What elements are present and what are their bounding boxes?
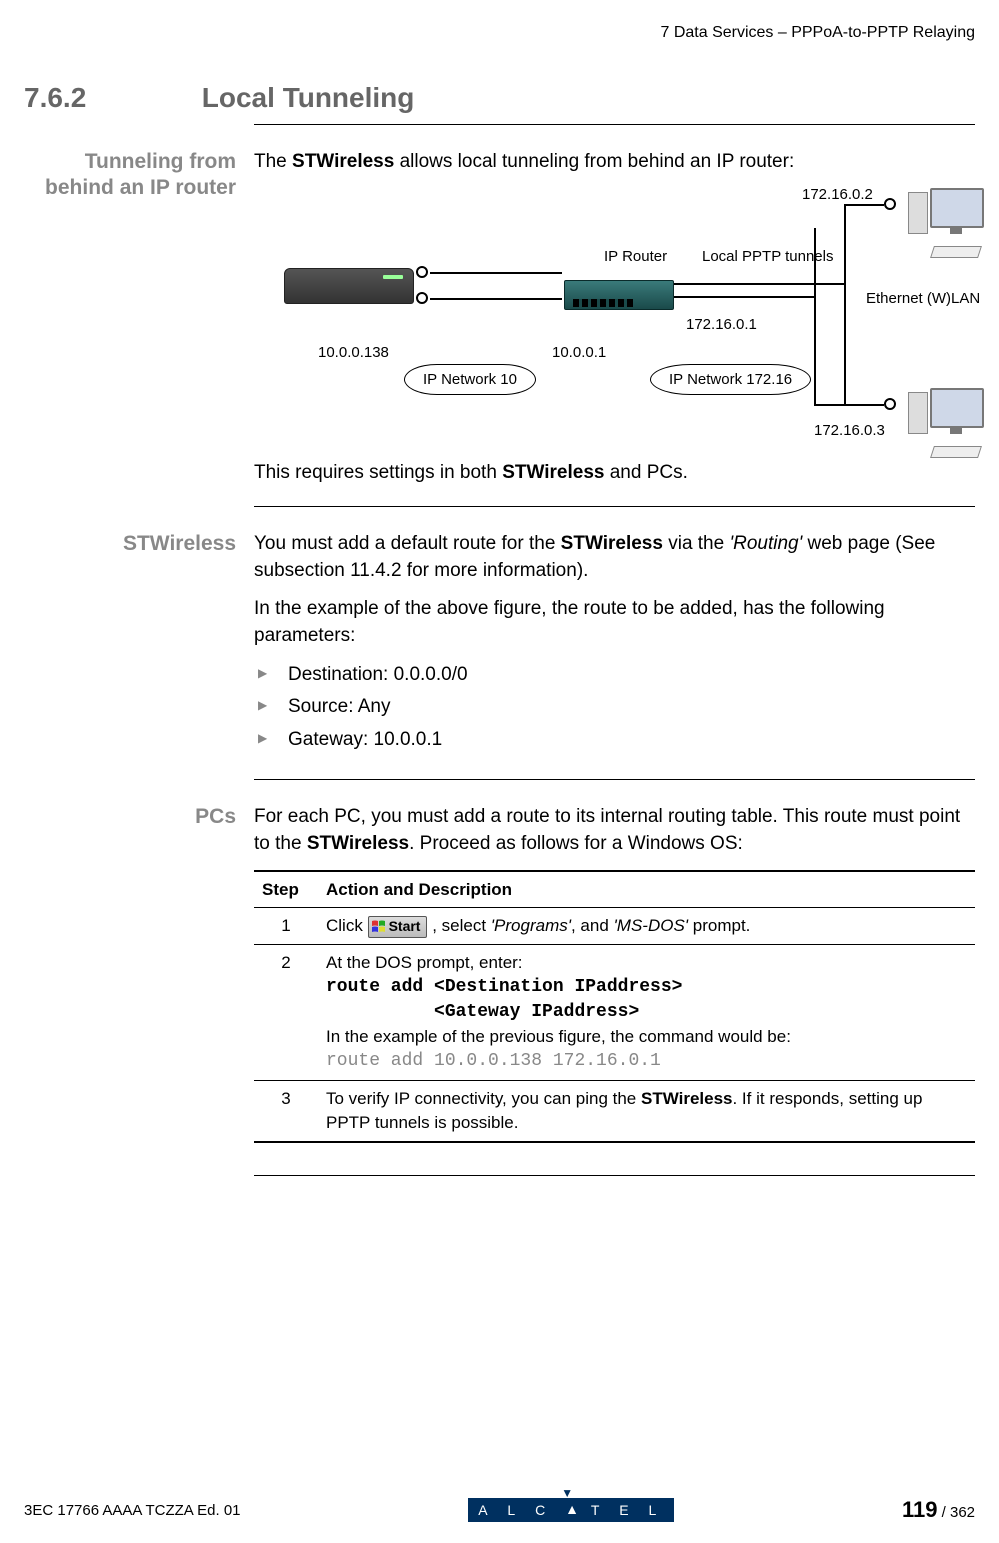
text-bold: STWireless bbox=[502, 462, 604, 483]
intro-paragraph: The STWireless allows local tunneling fr… bbox=[254, 149, 975, 176]
col-header-action: Action and Description bbox=[318, 871, 975, 908]
block-stwireless: STWireless You must add a default route … bbox=[24, 531, 975, 771]
label-ethernet: Ethernet (W)LAN bbox=[866, 288, 980, 309]
text-bold: STWireless bbox=[641, 1089, 733, 1108]
page-number: 119 / 362 bbox=[902, 1497, 975, 1523]
table-row: 2 At the DOS prompt, enter: route add <D… bbox=[254, 945, 975, 1081]
page-total: / 362 bbox=[937, 1504, 975, 1521]
step-number: 3 bbox=[254, 1081, 318, 1142]
connector-end-icon bbox=[416, 292, 428, 304]
network-diagram: IP Router Local PPTP tunnels Ethernet (W… bbox=[254, 188, 974, 448]
text: , and bbox=[571, 916, 614, 935]
text: In the example of the previous figure, t… bbox=[326, 1025, 967, 1049]
block-pcs: PCs For each PC, you must add a route to… bbox=[24, 804, 975, 1167]
divider bbox=[254, 779, 975, 780]
step-action: To verify IP connectivity, you can ping … bbox=[318, 1081, 975, 1142]
connector-end-icon bbox=[884, 398, 896, 410]
windows-flag-icon bbox=[371, 920, 387, 934]
connector-end-icon bbox=[416, 266, 428, 278]
page-footer: 3EC 17766 AAAA TCZZA Ed. 01 A L C ▲ T E … bbox=[24, 1497, 975, 1523]
document-id: 3EC 17766 AAAA TCZZA Ed. 01 bbox=[24, 1502, 241, 1519]
section-number: 7.6.2 bbox=[24, 82, 194, 114]
section-title-text: Local Tunneling bbox=[202, 82, 415, 113]
label-ip-172-gw: 172.16.0.1 bbox=[686, 314, 757, 335]
step-action: Click Start , select 'Programs', and 'MS… bbox=[318, 908, 975, 945]
text: , select bbox=[432, 916, 491, 935]
label-local-pptp: Local PPTP tunnels bbox=[702, 246, 833, 267]
text-bold: STWireless bbox=[561, 533, 663, 554]
code-text: route add <Destination IPaddress> bbox=[326, 975, 967, 1000]
step-number: 1 bbox=[254, 908, 318, 945]
label-ip-10-left: 10.0.0.138 bbox=[318, 342, 389, 363]
divider bbox=[254, 1175, 975, 1176]
divider bbox=[254, 124, 975, 125]
alcatel-logo: A L C ▲ T E L bbox=[468, 1498, 674, 1522]
start-button-icon: Start bbox=[368, 916, 428, 938]
start-label: Start bbox=[389, 918, 421, 934]
paragraph: In the example of the above figure, the … bbox=[254, 596, 975, 649]
label-ip-172-bot: 172.16.0.3 bbox=[814, 420, 885, 441]
text: To verify IP connectivity, you can ping … bbox=[326, 1089, 641, 1108]
outro-paragraph: This requires settings in both STWireles… bbox=[254, 460, 975, 487]
divider bbox=[254, 506, 975, 507]
bullet-list: Destination: 0.0.0.0/0 Source: Any Gatew… bbox=[254, 662, 975, 754]
label-ip-10-right: 10.0.0.1 bbox=[552, 342, 606, 363]
step-number: 2 bbox=[254, 945, 318, 1081]
side-label-tunneling: Tunneling from behind an IP router bbox=[24, 149, 254, 498]
text-italic: 'MS-DOS' bbox=[614, 916, 689, 935]
text: Click bbox=[326, 916, 368, 935]
body-tunneling: The STWireless allows local tunneling fr… bbox=[254, 149, 975, 498]
document-page: 7 Data Services – PPPoA-to-PPTP Relaying… bbox=[0, 0, 999, 1543]
link-line bbox=[844, 204, 846, 404]
pc-top-icon bbox=[894, 188, 984, 258]
text: This requires settings in both bbox=[254, 462, 502, 483]
paragraph: You must add a default route for the STW… bbox=[254, 531, 975, 584]
text: . Proceed as follows for a Windows OS: bbox=[409, 833, 743, 854]
col-header-step: Step bbox=[254, 871, 318, 908]
text-bold: STWireless bbox=[292, 151, 394, 172]
text-italic: 'Programs' bbox=[491, 916, 571, 935]
label-net-10: IP Network 10 bbox=[404, 364, 536, 395]
paragraph: For each PC, you must add a route to its… bbox=[254, 804, 975, 857]
text: At the DOS prompt, enter: bbox=[326, 951, 967, 975]
pc-bottom-icon bbox=[894, 388, 984, 458]
list-item: Gateway: 10.0.0.1 bbox=[254, 727, 975, 754]
list-item: Source: Any bbox=[254, 694, 975, 721]
code-text: <Gateway IPaddress> bbox=[326, 1000, 967, 1025]
table-row: 1 Click Start , se bbox=[254, 908, 975, 945]
link-line bbox=[674, 296, 814, 298]
code-text: route add 10.0.0.138 172.16.0.1 bbox=[326, 1049, 967, 1074]
text: prompt. bbox=[688, 916, 750, 935]
link-line bbox=[674, 283, 844, 285]
label-ip-172-top: 172.16.0.2 bbox=[802, 184, 873, 205]
steps-table: Step Action and Description 1 Click bbox=[254, 870, 975, 1143]
connector-end-icon bbox=[884, 198, 896, 210]
section-heading: 7.6.2 Local Tunneling bbox=[24, 82, 975, 114]
list-item: Destination: 0.0.0.0/0 bbox=[254, 662, 975, 689]
link-line bbox=[814, 404, 884, 406]
side-label-pcs: PCs bbox=[24, 804, 254, 1167]
text: allows local tunneling from behind an IP… bbox=[394, 151, 794, 172]
label-net-172: IP Network 172.16 bbox=[650, 364, 811, 395]
label-ip-router: IP Router bbox=[604, 246, 667, 267]
router-device-icon bbox=[564, 280, 674, 320]
table-header-row: Step Action and Description bbox=[254, 871, 975, 908]
text-bold: STWireless bbox=[307, 833, 409, 854]
link-line bbox=[430, 298, 562, 300]
side-label-stwireless: STWireless bbox=[24, 531, 254, 771]
text: via the bbox=[663, 533, 730, 554]
body-pcs: For each PC, you must add a route to its… bbox=[254, 804, 975, 1167]
text-italic: 'Routing' bbox=[729, 533, 802, 554]
body-stwireless: You must add a default route for the STW… bbox=[254, 531, 975, 771]
modem-device-icon bbox=[284, 268, 414, 314]
text: The bbox=[254, 151, 292, 172]
table-row: 3 To verify IP connectivity, you can pin… bbox=[254, 1081, 975, 1142]
block-tunneling: Tunneling from behind an IP router The S… bbox=[24, 149, 975, 498]
text: You must add a default route for the bbox=[254, 533, 561, 554]
page-current: 119 bbox=[902, 1497, 938, 1522]
running-header: 7 Data Services – PPPoA-to-PPTP Relaying bbox=[24, 24, 975, 42]
step-action: At the DOS prompt, enter: route add <Des… bbox=[318, 945, 975, 1081]
link-line bbox=[430, 272, 562, 274]
text: and PCs. bbox=[604, 462, 687, 483]
